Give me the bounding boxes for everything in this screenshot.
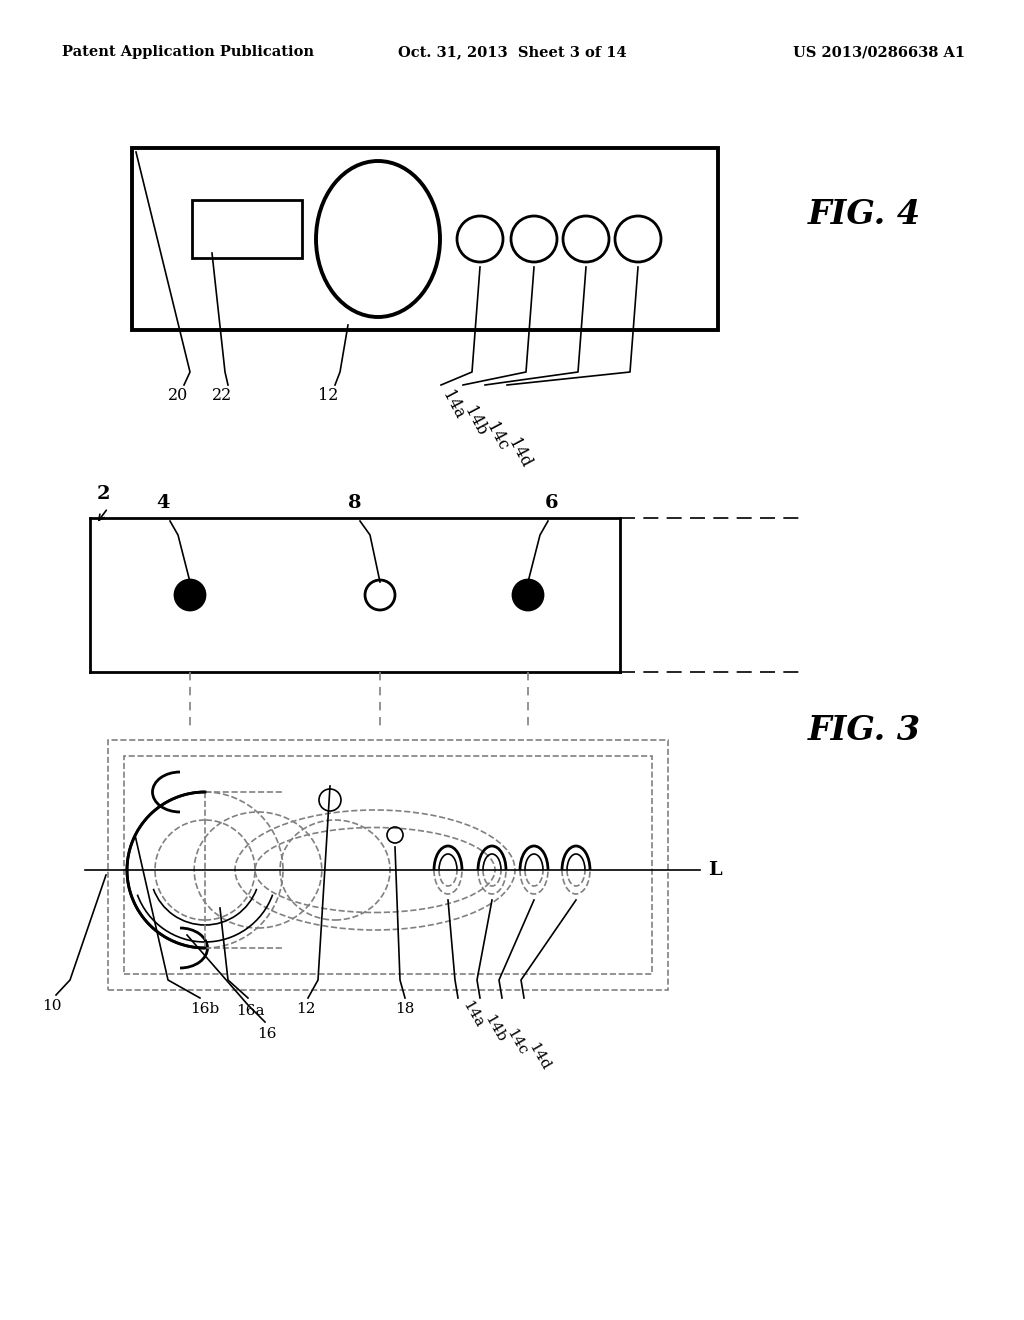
Bar	[108, 741, 668, 990]
Bar	[124, 756, 652, 974]
Text: 16b: 16b	[190, 1002, 219, 1016]
Text: 18: 18	[395, 1002, 415, 1016]
Text: 20: 20	[168, 387, 188, 404]
Text: 14b: 14b	[482, 1012, 509, 1044]
Text: 2: 2	[97, 484, 111, 503]
Text: Patent Application Publication: Patent Application Publication	[62, 45, 314, 59]
Text: 8: 8	[348, 494, 361, 512]
Text: 14c: 14c	[504, 1026, 530, 1057]
Text: 4: 4	[157, 494, 170, 512]
Text: Oct. 31, 2013  Sheet 3 of 14: Oct. 31, 2013 Sheet 3 of 14	[397, 45, 627, 59]
Text: 14a: 14a	[438, 388, 467, 422]
Text: 12: 12	[296, 1002, 315, 1016]
Text: US 2013/0286638 A1: US 2013/0286638 A1	[793, 45, 965, 59]
Bar	[193, 201, 302, 257]
Ellipse shape	[365, 579, 395, 610]
Text: 16: 16	[257, 1027, 276, 1041]
Text: 22: 22	[212, 387, 232, 404]
Ellipse shape	[513, 579, 543, 610]
Text: FIG. 3: FIG. 3	[808, 714, 922, 747]
Text: 10: 10	[42, 999, 61, 1012]
Text: L: L	[708, 861, 722, 879]
Text: 6: 6	[545, 494, 559, 512]
Text: 14b: 14b	[460, 404, 489, 440]
Text: 14a: 14a	[460, 998, 486, 1030]
Text: 14c: 14c	[482, 420, 511, 454]
Text: 16a: 16a	[236, 1005, 264, 1018]
Ellipse shape	[175, 579, 205, 610]
Text: 14d: 14d	[504, 436, 534, 471]
Text: FIG. 4: FIG. 4	[808, 198, 922, 231]
Text: 14d: 14d	[526, 1040, 553, 1072]
Text: 12: 12	[317, 387, 338, 404]
Bar	[132, 148, 718, 330]
